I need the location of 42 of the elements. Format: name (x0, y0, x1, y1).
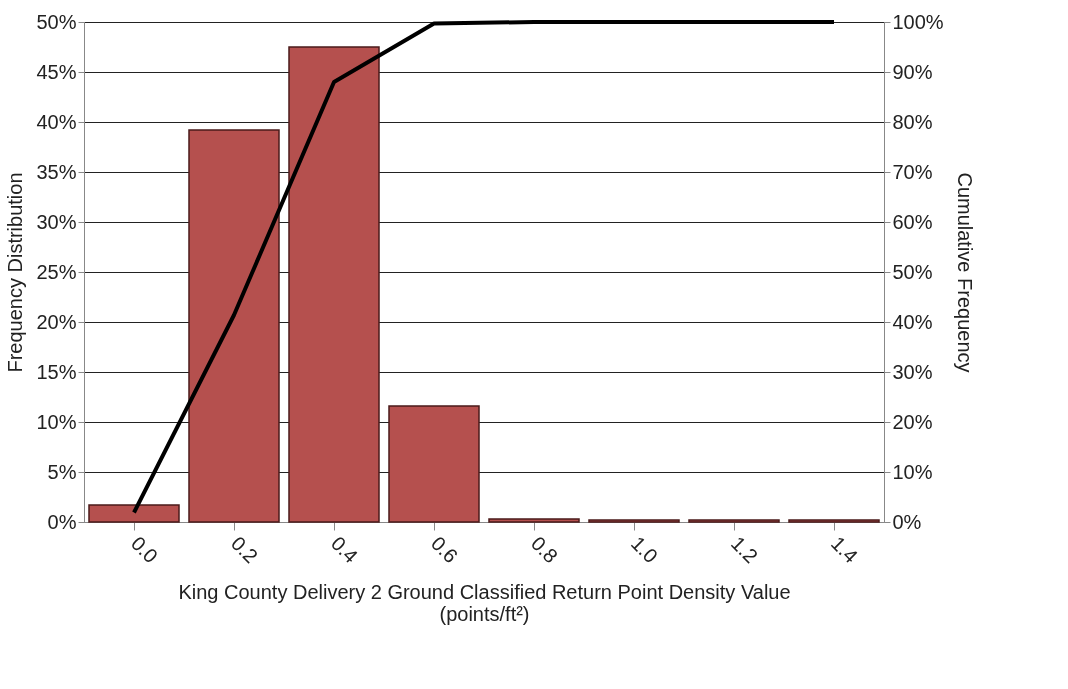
y-tick-label: 25% (36, 260, 77, 283)
line-series (132, 20, 836, 515)
y-tick-label: 45% (36, 60, 77, 83)
bar (188, 129, 280, 523)
y-tick-label: 10% (36, 410, 77, 433)
y-tick-label: 5% (47, 460, 77, 483)
x-tick-label: 0.4 (326, 532, 363, 568)
y-tick-label: 20% (36, 310, 77, 333)
y-tick-label: 15% (36, 360, 77, 383)
y-tick-label: 40% (36, 110, 77, 133)
bar (288, 46, 380, 523)
x-tick-label: 0.8 (526, 532, 563, 568)
x-tick-label: 1.0 (626, 532, 663, 568)
y-tick-label: 35% (36, 160, 77, 183)
y-tick-label: 30% (36, 210, 77, 233)
y2-tick-label: 60% (892, 210, 933, 233)
y2-tick-label: 90% (892, 60, 933, 83)
x-tick-label: 1.2 (726, 532, 763, 568)
y2-tick-label: 30% (892, 360, 933, 383)
y2-tick-label: 10% (892, 460, 933, 483)
x-tick-label: 0.0 (126, 532, 163, 568)
y-axis-title: Frequency Distribution (4, 172, 27, 373)
x-tick-label: 0.6 (426, 532, 463, 568)
bar (788, 519, 880, 523)
y2-tick-label: 100% (892, 10, 944, 33)
bar (588, 519, 680, 523)
x-tick-label: 1.4 (826, 532, 863, 568)
y-tick-label: 50% (36, 10, 77, 33)
bar (88, 504, 180, 523)
y-tick-label: 0% (47, 510, 77, 533)
bar (488, 518, 580, 523)
y2-tick-label: 40% (892, 310, 933, 333)
x-axis-title: King County Delivery 2 Ground Classified Return Point Density Value (points/ft²) (178, 581, 791, 626)
x-tick-label: 0.2 (226, 532, 263, 568)
y2-axis-title: Cumulative Frequency (953, 172, 976, 373)
bar (688, 519, 780, 523)
y2-tick-label: 50% (892, 260, 933, 283)
y2-tick-label: 20% (892, 410, 933, 433)
y2-tick-label: 80% (892, 110, 933, 133)
bar (388, 405, 480, 523)
y2-tick-label: 0% (892, 510, 922, 533)
y2-tick-label: 70% (892, 160, 933, 183)
